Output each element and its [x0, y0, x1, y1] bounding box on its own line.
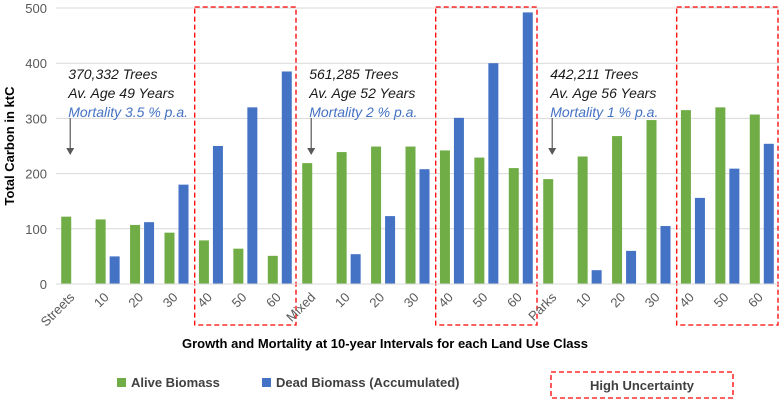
- legend-dead-swatch: [262, 378, 271, 387]
- bar-alive: [577, 156, 588, 284]
- x-tick-label: 20: [607, 290, 628, 311]
- x-tick-label: 30: [401, 290, 422, 311]
- x-tick-label: 50: [229, 290, 250, 311]
- annotation-line: Mortality 3.5 % p.a.: [68, 104, 188, 120]
- bar-alive: [302, 163, 313, 284]
- high-uncertainty-boxes: [194, 6, 779, 326]
- x-tick-label: 60: [745, 290, 766, 311]
- bar-alive: [646, 120, 657, 284]
- bar-alive: [715, 107, 726, 284]
- x-tick-label: 40: [676, 290, 697, 311]
- bar-alive: [405, 146, 416, 284]
- x-tick-label: 40: [435, 290, 456, 311]
- bar-dead: [350, 254, 361, 284]
- annotation-arrow-head: [307, 148, 316, 155]
- bar-alive: [543, 179, 554, 284]
- bar-dead: [591, 270, 602, 284]
- y-tick-label: 400: [25, 56, 47, 71]
- x-axis-title: Growth and Mortality at 10-year Interval…: [182, 336, 588, 351]
- y-tick-label: 300: [25, 111, 47, 126]
- bar-alive: [680, 110, 691, 285]
- bar-dead: [385, 216, 396, 284]
- x-tick-label: Mixed: [283, 290, 318, 325]
- gridlines: [56, 7, 779, 230]
- bar-dead: [522, 12, 533, 284]
- bar-alive: [130, 224, 141, 284]
- bar-dead: [212, 146, 223, 284]
- annotation-line: 370,332 Trees: [68, 66, 157, 82]
- bar-alive: [749, 114, 760, 284]
- bar-alive: [474, 157, 485, 284]
- bar-dead: [178, 184, 189, 284]
- x-tick-label: 10: [332, 290, 353, 311]
- bar-alive: [95, 219, 106, 284]
- annotations: 370,332 Trees Av. Age 49 Years Mortality 3…: [66, 66, 658, 155]
- bar-dead: [626, 250, 637, 284]
- annotation-line: Av. Age 56 Years: [549, 85, 656, 101]
- x-tick-label: 50: [470, 290, 491, 311]
- bar-dead: [144, 222, 155, 284]
- x-tick-label: 30: [160, 290, 181, 311]
- bar-alive: [164, 232, 175, 284]
- legend-dead-label: Dead Biomass (Accumulated): [276, 375, 460, 390]
- x-tick-label: 20: [125, 290, 146, 311]
- x-tick-label: 30: [642, 290, 663, 311]
- bar-dead: [419, 169, 430, 284]
- bar-alive: [336, 152, 347, 284]
- bar-dead: [694, 197, 705, 284]
- annotation-line: 442,211 Trees: [550, 66, 638, 82]
- x-axis-ticks: Streets 10 20 30 40 50 60 Mixed 10 20 30 40 50 60 Park…: [38, 289, 766, 329]
- annotation-line: Mortality 1 % p.a.: [550, 104, 658, 120]
- legend-uncertainty-label: High Uncertainty: [590, 378, 695, 393]
- annotation-line: Av. Age 52 Years: [308, 85, 415, 101]
- bar-alive: [371, 146, 382, 284]
- legend-alive-label: Alive Biomass: [131, 375, 220, 390]
- x-tick-label: 50: [711, 290, 732, 311]
- bar-alive: [61, 216, 72, 284]
- x-tick-label: 10: [573, 290, 594, 311]
- bar-dead: [488, 63, 499, 285]
- y-axis-title: Total Carbon in ktC: [2, 86, 17, 206]
- x-tick-label: Parks: [525, 289, 559, 323]
- bars: [61, 12, 774, 285]
- y-tick-label: 200: [25, 167, 47, 182]
- annotation-arrow-head: [548, 148, 557, 155]
- bar-dead: [453, 117, 464, 285]
- bar-alive: [612, 136, 623, 284]
- annotation-line: 561,285 Trees: [309, 66, 398, 82]
- y-tick-label: 100: [25, 222, 47, 237]
- x-tick-label: 60: [263, 290, 284, 311]
- legend: Alive Biomass Dead Biomass (Accumulated)…: [117, 371, 734, 399]
- y-tick-label: 500: [25, 1, 47, 16]
- legend-alive-swatch: [117, 378, 126, 387]
- x-tick-label: 10: [91, 290, 112, 311]
- x-tick-label: 40: [194, 290, 215, 311]
- bar-alive: [267, 255, 278, 284]
- uncertainty-box: [194, 6, 297, 326]
- bar-dead: [660, 226, 671, 284]
- annotation-line: Mortality 2 % p.a.: [309, 104, 417, 120]
- x-tick-label: Streets: [38, 289, 78, 329]
- x-tick-label: 60: [504, 290, 525, 311]
- bar-dead: [763, 143, 774, 284]
- bar-dead: [109, 256, 120, 284]
- annotation-arrow-head: [66, 148, 75, 155]
- bar-alive: [439, 150, 450, 284]
- bar-dead: [729, 168, 740, 284]
- bar-alive: [198, 240, 209, 284]
- uncertainty-box: [676, 6, 779, 326]
- y-axis-ticks: 0 100 200 300 400 500: [25, 1, 47, 292]
- bar-dead: [247, 107, 258, 284]
- bar-dead: [281, 71, 292, 284]
- bar-alive: [233, 248, 244, 284]
- bar-alive: [508, 168, 519, 284]
- x-tick-label: 20: [366, 290, 387, 311]
- annotation-line: Av. Age 49 Years: [67, 85, 174, 101]
- uncertainty-box: [435, 6, 538, 326]
- legend-uncertainty-box: [550, 371, 734, 399]
- y-tick-label: 0: [40, 277, 47, 292]
